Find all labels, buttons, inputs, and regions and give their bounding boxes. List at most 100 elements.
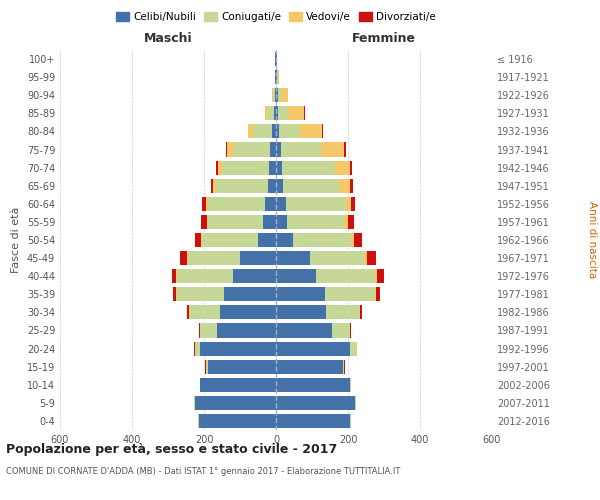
Bar xyxy=(272,88,273,102)
Bar xyxy=(206,215,208,229)
Bar xyxy=(339,178,350,193)
Bar xyxy=(281,88,288,102)
Bar xyxy=(343,360,344,374)
Bar xyxy=(325,287,375,302)
Bar xyxy=(278,88,281,102)
Bar xyxy=(326,306,359,320)
Bar xyxy=(276,124,279,138)
Bar xyxy=(350,160,352,174)
Bar xyxy=(263,215,276,229)
Bar xyxy=(276,52,277,66)
Bar xyxy=(275,52,276,66)
Bar xyxy=(172,269,176,283)
Bar xyxy=(276,70,277,84)
Bar xyxy=(279,124,301,138)
Bar xyxy=(350,324,351,338)
Bar xyxy=(194,396,195,410)
Bar xyxy=(218,160,222,174)
Bar xyxy=(200,324,217,338)
Text: COMUNE DI CORNATE D'ADDA (MB) - Dati ISTAT 1° gennaio 2017 - Elaborazione TUTTIT: COMUNE DI CORNATE D'ADDA (MB) - Dati IST… xyxy=(6,468,400,476)
Bar xyxy=(276,233,293,247)
Bar xyxy=(190,306,220,320)
Bar xyxy=(375,269,377,283)
Bar xyxy=(213,178,216,193)
Bar xyxy=(224,287,276,302)
Bar xyxy=(359,306,360,320)
Bar xyxy=(222,160,269,174)
Bar xyxy=(269,142,276,156)
Bar xyxy=(276,342,350,355)
Bar xyxy=(283,178,339,193)
Legend: Celibi/Nubili, Coniugati/e, Vedovi/e, Divorziati/e: Celibi/Nubili, Coniugati/e, Vedovi/e, Di… xyxy=(112,8,440,26)
Bar xyxy=(350,342,356,355)
Bar xyxy=(253,124,272,138)
Bar xyxy=(272,124,276,138)
Text: Popolazione per età, sesso e stato civile - 2017: Popolazione per età, sesso e stato civil… xyxy=(6,442,337,456)
Bar xyxy=(301,124,322,138)
Bar xyxy=(177,287,224,302)
Bar xyxy=(276,215,287,229)
Bar xyxy=(310,251,364,265)
Bar xyxy=(377,269,384,283)
Bar xyxy=(276,88,278,102)
Bar xyxy=(276,269,316,283)
Bar xyxy=(286,197,346,211)
Bar xyxy=(195,396,276,410)
Bar xyxy=(346,197,351,211)
Bar xyxy=(195,233,202,247)
Bar xyxy=(187,251,188,265)
Bar xyxy=(335,160,350,174)
Bar xyxy=(276,142,281,156)
Bar xyxy=(276,396,355,410)
Bar xyxy=(227,142,233,156)
Bar xyxy=(276,414,350,428)
Bar xyxy=(187,306,189,320)
Bar xyxy=(173,287,176,302)
Bar xyxy=(258,233,276,247)
Bar xyxy=(276,360,343,374)
Bar xyxy=(367,251,376,265)
Bar xyxy=(180,251,187,265)
Bar xyxy=(287,215,344,229)
Bar xyxy=(226,142,227,156)
Bar xyxy=(351,233,354,247)
Bar xyxy=(354,233,362,247)
Bar xyxy=(198,414,199,428)
Bar xyxy=(233,142,269,156)
Bar xyxy=(200,342,276,355)
Bar xyxy=(376,287,380,302)
Bar xyxy=(276,378,350,392)
Bar xyxy=(322,124,323,138)
Bar xyxy=(206,360,208,374)
Bar xyxy=(216,160,218,174)
Bar xyxy=(350,178,353,193)
Bar xyxy=(276,106,278,120)
Bar xyxy=(293,233,351,247)
Bar xyxy=(321,142,344,156)
Bar xyxy=(208,197,265,211)
Bar xyxy=(233,269,276,283)
Bar xyxy=(351,197,355,211)
Bar xyxy=(176,287,177,302)
Bar xyxy=(276,197,286,211)
Bar xyxy=(217,324,276,338)
Bar xyxy=(199,324,200,338)
Bar xyxy=(200,378,276,392)
Bar xyxy=(277,70,278,84)
Bar xyxy=(276,251,310,265)
Bar xyxy=(364,251,367,265)
Bar xyxy=(348,215,355,229)
Bar xyxy=(276,306,326,320)
Bar xyxy=(195,342,200,355)
Bar xyxy=(375,287,376,302)
Bar xyxy=(211,178,213,193)
Bar xyxy=(276,178,283,193)
Text: Anni di nascita: Anni di nascita xyxy=(587,202,597,278)
Bar xyxy=(276,324,332,338)
Bar xyxy=(206,197,208,211)
Bar xyxy=(278,106,288,120)
Bar xyxy=(177,269,233,283)
Bar xyxy=(275,88,276,102)
Bar xyxy=(356,342,358,355)
Bar xyxy=(202,233,258,247)
